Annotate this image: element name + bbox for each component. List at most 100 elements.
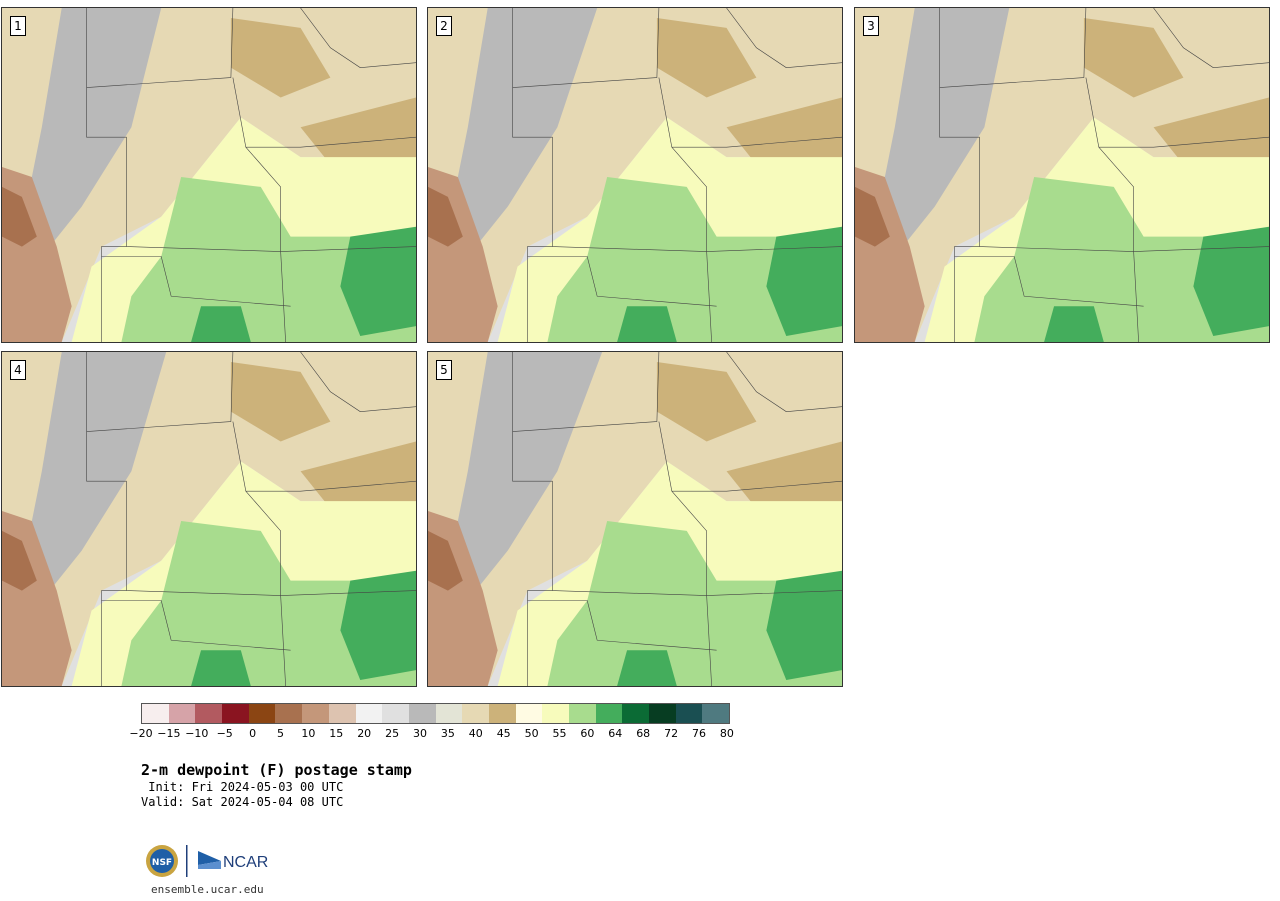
state-border	[126, 590, 286, 686]
dark-tan-region	[656, 361, 757, 442]
colorbar-swatch	[355, 704, 383, 723]
colorbar-tick-label: −20	[129, 727, 153, 740]
site-url: ensemble.ucar.edu	[151, 883, 264, 896]
green-region	[547, 176, 842, 342]
dewpoint-map	[2, 352, 416, 686]
state-border	[245, 490, 281, 596]
dark-green-region	[766, 570, 842, 681]
colorbar-tick-label: 30	[413, 727, 427, 740]
colorbar-swatch	[595, 704, 623, 723]
state-border	[658, 77, 842, 148]
state-border	[527, 600, 717, 651]
nsf-ncar-logo: NSF NCAR	[146, 845, 268, 877]
dark-tan-region	[656, 17, 757, 98]
init-time: Init: Fri 2024-05-03 00 UTC	[141, 780, 344, 794]
state-border	[726, 352, 842, 412]
state-border	[939, 8, 1087, 88]
green-region	[121, 520, 416, 686]
state-border	[527, 256, 717, 307]
dark-green-region	[617, 650, 677, 686]
state-border	[1133, 246, 1269, 252]
gray-region	[447, 8, 598, 257]
member-panel-5: 5	[427, 351, 843, 687]
dewpoint-map	[855, 8, 1269, 342]
state-border	[1153, 8, 1269, 68]
green-region	[547, 520, 842, 686]
colorbar-swatch	[649, 704, 676, 723]
colorbar-swatch	[515, 704, 543, 723]
dark-tan-region	[230, 361, 331, 442]
state-border	[300, 352, 416, 412]
colorbar-tick-label: 80	[719, 727, 734, 740]
state-border	[512, 352, 553, 686]
colorbar-swatch	[569, 704, 596, 723]
colorbar-tick-label: 25	[385, 727, 400, 740]
state-border	[706, 590, 842, 596]
colorbar-tick-label: 40	[468, 727, 483, 740]
colorbar-tick-label: 60	[580, 727, 595, 740]
colorbar-ticks: −20 −15 −10 −5 0 5 10 15 20 25 30 35 40 45 50 55 60 64 68 7…	[129, 727, 781, 741]
state-border	[280, 246, 416, 252]
panel-label: 4	[10, 360, 26, 380]
state-border	[232, 77, 416, 148]
dark-green-region	[340, 570, 416, 681]
state-border	[280, 590, 416, 596]
dark-green-region	[617, 306, 677, 342]
colorbar-swatch	[302, 704, 329, 723]
dark-green-region	[1044, 306, 1104, 342]
colorbar-tick-label: −10	[185, 727, 209, 740]
gray-region	[874, 8, 1010, 257]
state-border	[512, 8, 660, 88]
dark-brown-region	[428, 186, 463, 247]
state-border	[671, 490, 707, 596]
nsf-logo-icon: NSF	[146, 845, 178, 877]
gray-region	[21, 352, 167, 601]
state-border	[671, 146, 707, 252]
colorbar-swatch	[675, 704, 703, 723]
colorbar-swatch	[408, 704, 436, 723]
panel-label: 3	[863, 16, 879, 36]
state-border	[86, 8, 234, 88]
dewpoint-map	[428, 8, 842, 342]
colorbar-swatch	[462, 704, 489, 723]
colorbar-swatch	[542, 704, 569, 723]
state-border	[86, 8, 127, 342]
state-border	[726, 8, 842, 68]
valid-time: Valid: Sat 2024-05-04 08 UTC	[141, 795, 344, 809]
state-border	[86, 352, 127, 686]
member-panel-1: 1	[1, 7, 417, 343]
dark-green-region	[766, 226, 842, 337]
state-border	[1085, 77, 1269, 148]
gray-region	[447, 352, 603, 601]
panel-label: 5	[436, 360, 452, 380]
colorbar-tick-label: −5	[216, 727, 233, 740]
green-region	[121, 176, 416, 342]
colorbar-swatch	[142, 704, 169, 723]
nsf-text: NSF	[152, 858, 172, 868]
ncar-text: NCAR	[223, 854, 268, 871]
state-border	[939, 8, 980, 342]
dark-brown-region	[2, 186, 37, 247]
state-border	[86, 352, 234, 432]
page-title: 2-m dewpoint (F) postage stamp	[141, 761, 412, 779]
colorbar-tick-label: 68	[636, 727, 651, 740]
colorbar-tick-label: 76	[692, 727, 706, 740]
colorbar-swatch	[328, 704, 356, 723]
green-region	[974, 176, 1269, 342]
panel-label: 1	[10, 16, 26, 36]
state-border	[512, 8, 553, 342]
colorbar-tick-label: 35	[440, 727, 455, 740]
colorbar-swatch	[702, 704, 730, 723]
colorbar-tick-label: 0	[249, 727, 257, 740]
state-border	[512, 352, 660, 432]
dark-tan-region	[230, 17, 331, 98]
dark-brown-region	[855, 186, 890, 247]
colorbar-swatch	[622, 704, 650, 723]
colorbar-swatch	[168, 704, 196, 723]
state-border	[706, 246, 842, 252]
state-border	[658, 421, 842, 492]
colorbar-tick-label: 55	[552, 727, 567, 740]
colorbar-swatch	[222, 704, 249, 723]
state-border	[232, 421, 416, 492]
member-panel-2: 2	[427, 7, 843, 343]
